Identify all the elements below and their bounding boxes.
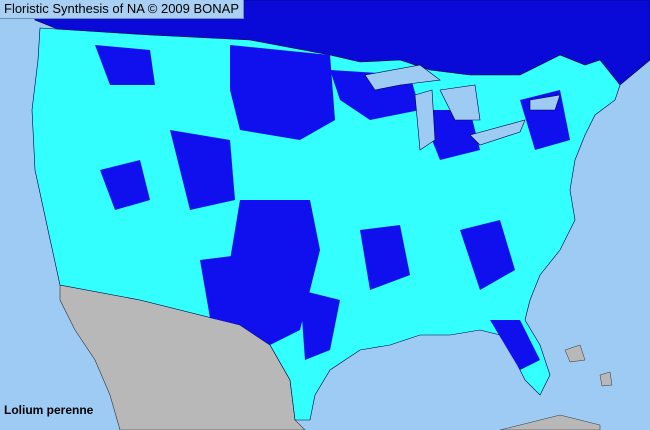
species-label: Lolium perenne — [4, 403, 94, 417]
blue-county-patches — [95, 45, 570, 370]
great-lakes — [364, 64, 561, 151]
caribbean-islands — [499, 344, 613, 430]
map-title: Floristic Synthesis of NA © 2009 BONAP — [0, 0, 245, 19]
